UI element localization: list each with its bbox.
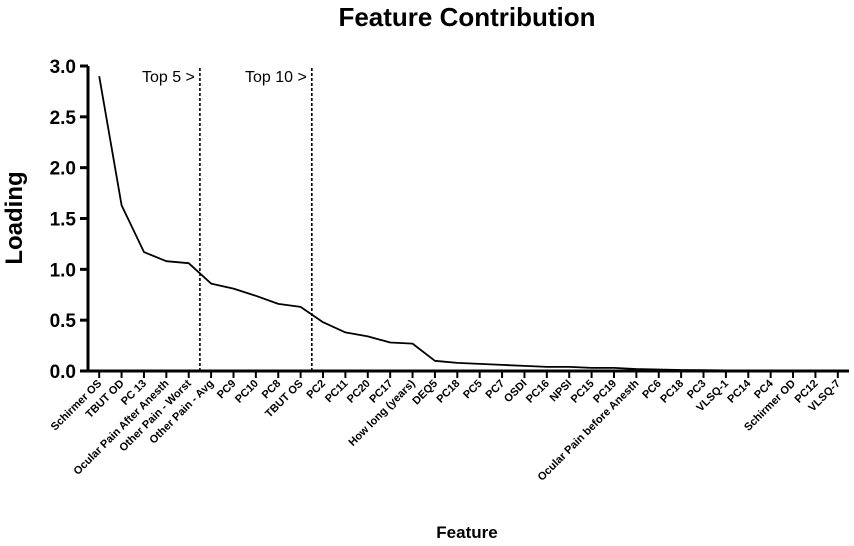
x-tick-label: PC18 <box>434 378 462 406</box>
x-tick-label: PC11 <box>323 378 351 406</box>
x-tick-label: OSDI <box>502 378 530 406</box>
x-tick-label: PC5 <box>461 378 485 402</box>
y-axis-ticks: 0.0 0.5 1.0 1.5 2.0 2.5 3.0 <box>50 57 88 383</box>
x-tick-label: PC14 <box>725 377 754 406</box>
y-tick-label: 2.0 <box>50 159 76 180</box>
x-tick-label: PC15 <box>569 378 597 406</box>
y-tick-label: 2.5 <box>50 108 77 129</box>
x-tick-label: PC20 <box>345 378 373 406</box>
series-line <box>98 76 838 372</box>
series-layer <box>98 76 838 372</box>
chart-title: Feature Contribution <box>338 2 595 32</box>
y-tick-label: 1.5 <box>50 210 77 231</box>
y-tick-label: 1.0 <box>50 260 76 281</box>
x-tick-label: NPSI <box>548 378 575 405</box>
x-tick-label: PC16 <box>524 378 552 406</box>
y-tick-label: 0.5 <box>50 311 77 332</box>
y-tick-label: 0.0 <box>50 362 76 383</box>
annotation-label: Top 5 > <box>142 69 195 86</box>
x-tick-label: DEQ5 <box>410 378 440 408</box>
x-tick-label: PC10 <box>233 378 261 406</box>
x-axis-label: Feature <box>436 523 497 542</box>
y-axis-label: Loading <box>1 171 28 264</box>
x-tick-label: PC18 <box>658 378 686 406</box>
annotation-layer: Top 5 > Top 10 > <box>142 68 313 371</box>
annotation-label: Top 10 > <box>245 69 307 86</box>
y-tick-label: 3.0 <box>50 57 76 78</box>
